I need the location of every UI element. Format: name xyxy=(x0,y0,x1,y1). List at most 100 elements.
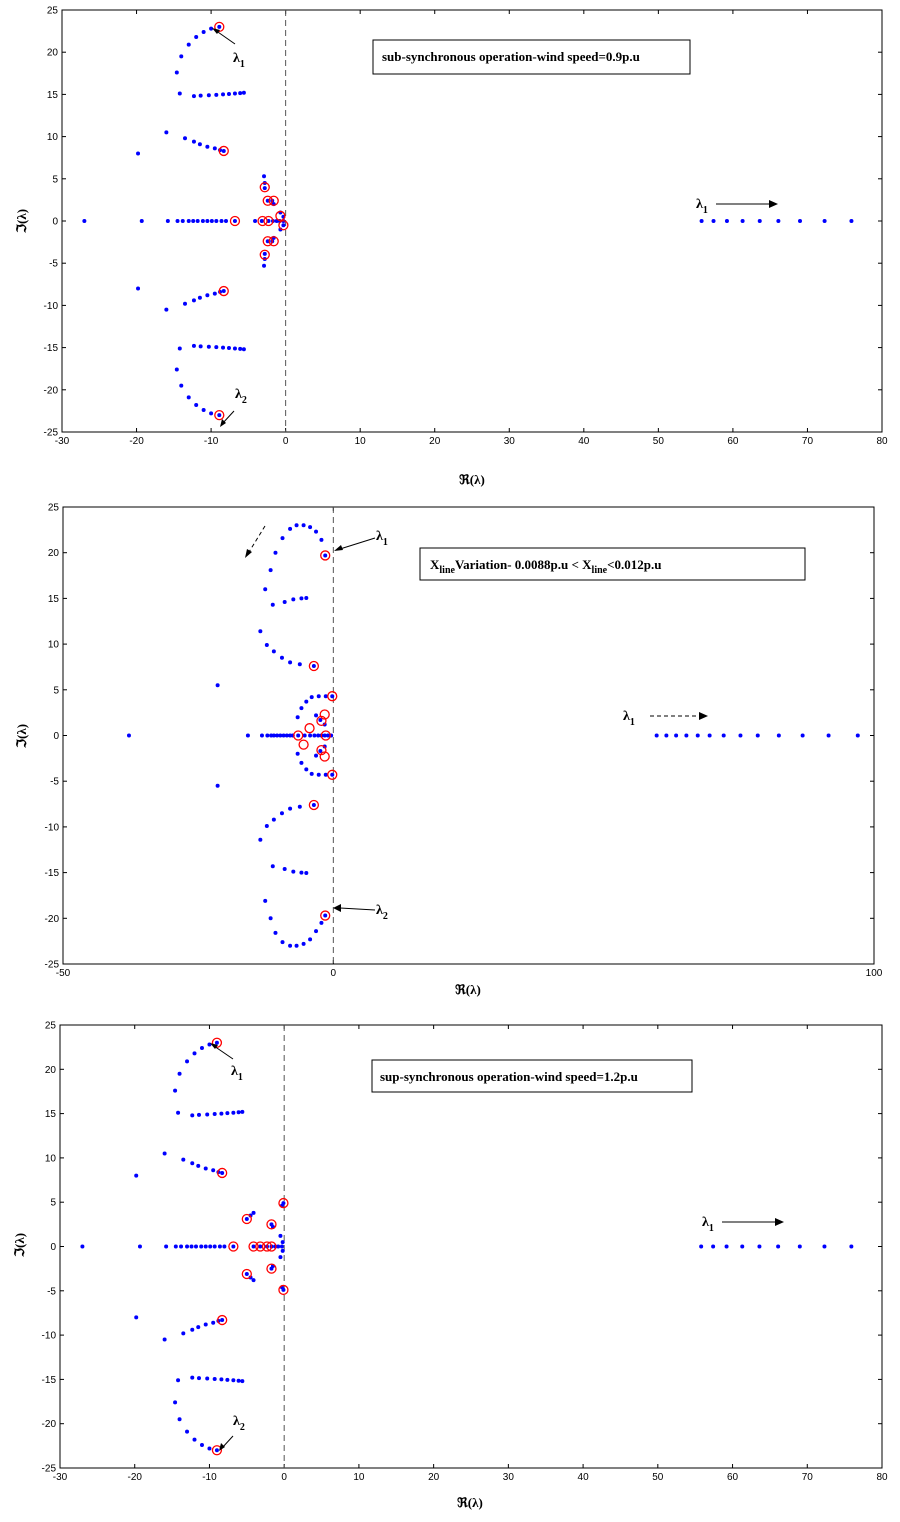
eigenvalue-point xyxy=(281,733,286,738)
x-tick-label: 10 xyxy=(355,436,367,447)
eigenvalue-marker xyxy=(327,691,338,702)
eigenvalue-point xyxy=(797,1244,802,1249)
eigenvalue-point xyxy=(318,717,323,722)
eigenvalue-point xyxy=(194,35,199,40)
x-tick-label: 0 xyxy=(331,968,337,979)
eigenvalue-point xyxy=(284,733,289,738)
eigenvalue-point xyxy=(258,837,263,842)
eigenvalue-point xyxy=(311,664,316,669)
eigenvalue-marker xyxy=(293,730,304,741)
plot-sub-synchronous: -30 -20 -10 0 10 20 30 40 50 60 70 802520151050-5-1… xyxy=(14,6,888,488)
y-tick-label: 25 xyxy=(45,1021,57,1032)
eigenvalue-point xyxy=(330,772,335,777)
eigenvalue-point xyxy=(185,1059,190,1064)
eigenvalue-marker xyxy=(278,1284,289,1296)
eigenvalue-point xyxy=(214,1448,219,1453)
x-tick-label: 70 xyxy=(802,1472,814,1483)
eigenvalue-point xyxy=(316,694,321,699)
eigenvalue-point xyxy=(822,219,827,223)
annotation-box: XlineVariation- 0.0088p.u < Xline<0.012p… xyxy=(419,547,806,581)
x-tick-label: 50 xyxy=(652,1472,664,1483)
eigenvalue-point xyxy=(304,699,309,704)
eigenvalue-point xyxy=(196,1325,201,1330)
eigenvalue-point xyxy=(755,733,760,738)
eigenvalue-point xyxy=(288,526,293,531)
dashed-arrow xyxy=(245,525,266,558)
eigenvalue-point xyxy=(304,871,309,876)
eigenvalue-point xyxy=(232,346,237,351)
eigenvalue-point xyxy=(308,525,313,530)
eigenvalue-point xyxy=(314,529,319,534)
eigenvalue-point xyxy=(308,937,313,942)
eigenvalue-point xyxy=(262,186,267,191)
eigenvalue-marker xyxy=(316,715,327,727)
eigenvalue-point xyxy=(164,307,169,312)
eigenvalue-point xyxy=(240,1379,245,1384)
eigenvalue-point xyxy=(231,1378,236,1383)
eigenvalue-point xyxy=(309,695,314,700)
eigenvalue-point xyxy=(212,146,217,151)
eigenvalue-point xyxy=(757,219,762,223)
eigenvalue-marker xyxy=(298,739,309,750)
eigenvalue-point xyxy=(849,1244,854,1249)
x-tick-label: 70 xyxy=(802,436,814,447)
eigenvalue-marker xyxy=(214,21,225,33)
eigenvalue-point xyxy=(295,751,300,756)
svg-text:λ2: λ2 xyxy=(376,903,388,922)
y-tick-label: 5 xyxy=(50,1198,56,1209)
lambda1-label: λ1 xyxy=(212,28,245,70)
eigenvalue-point xyxy=(244,1271,249,1276)
eigenvalue-marker xyxy=(308,660,320,672)
eigenvalue-point xyxy=(177,1417,182,1422)
eigenvalue-point xyxy=(177,91,182,96)
eigenvalue-point xyxy=(323,553,328,558)
y-tick-label: 20 xyxy=(48,548,60,559)
eigenvalue-point xyxy=(297,662,302,667)
y-tick-label: -10 xyxy=(44,301,59,312)
eigenvalue-point xyxy=(245,733,250,738)
eigenvalue-point xyxy=(288,660,293,665)
eigenvalue-point xyxy=(654,733,659,738)
eigenvalue-point xyxy=(291,869,296,874)
eigenvalue-point xyxy=(316,733,321,738)
y-tick-label: 20 xyxy=(45,1065,57,1076)
eigenvalue-point xyxy=(251,1244,256,1249)
eigenvalue-point xyxy=(664,733,669,738)
eigenvalue-marker xyxy=(217,1314,228,1326)
eigenvalue-marker xyxy=(229,215,241,227)
ticks: -30 -20 -10 0 10 20 30 40 50 60 70 802520151050-5-1… xyxy=(44,6,888,448)
eigenvalue-point xyxy=(325,733,330,738)
eigenvalue-point xyxy=(190,1161,195,1166)
svg-text:λ1: λ1 xyxy=(231,1064,243,1083)
y-tick-label: -15 xyxy=(42,1375,57,1386)
eigenvalue-point xyxy=(314,753,319,758)
eigenvalue-point xyxy=(270,602,275,607)
eigenvalue-marker xyxy=(261,1241,273,1252)
eigenvalue-point xyxy=(176,1378,181,1383)
eigenvalue-point xyxy=(707,733,712,738)
y-tick-label: -10 xyxy=(42,1331,57,1342)
eigenvalue-point xyxy=(201,408,206,413)
eigenvalue-marker xyxy=(268,236,279,247)
eigenvalue-point xyxy=(217,1244,222,1249)
eigenvalue-point xyxy=(323,772,328,777)
eigenvalue-point xyxy=(139,219,144,223)
y-tick-label: 15 xyxy=(48,594,60,605)
eigenvalue-marker xyxy=(218,285,229,297)
x-tick-label: 100 xyxy=(866,968,883,979)
eigenvalue-point xyxy=(268,916,273,921)
eigenvalue-point xyxy=(270,864,275,869)
eigenvalue-point xyxy=(162,1337,167,1342)
eigenvalue-point xyxy=(276,1244,281,1249)
lambda2-label: λ2 xyxy=(333,903,388,922)
eigenvalue-point xyxy=(304,595,309,600)
eigenvalue-marker xyxy=(278,1197,289,1209)
y-tick-label: 0 xyxy=(50,1242,56,1253)
y-tick-label: 15 xyxy=(45,1109,57,1120)
eigenvalue-point xyxy=(183,301,187,306)
eigenvalue-point xyxy=(299,870,304,875)
eigenvalue-point xyxy=(259,219,264,223)
y-tick-label: -20 xyxy=(42,1419,57,1430)
eigenvalue-point xyxy=(164,130,169,135)
eigenvalue-point xyxy=(198,93,203,98)
